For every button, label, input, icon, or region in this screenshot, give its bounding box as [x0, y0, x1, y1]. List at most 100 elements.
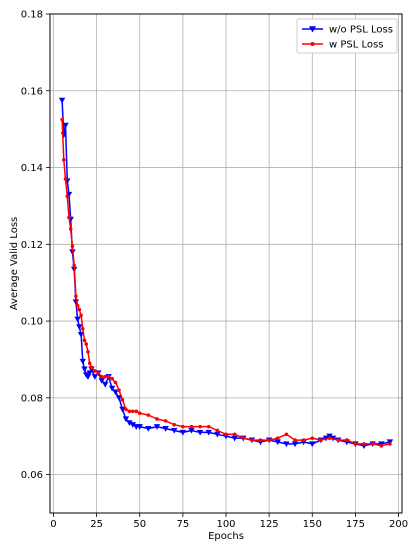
- legend-item: w PSL Loss: [302, 40, 383, 51]
- data-point: [119, 406, 126, 413]
- data-point: [72, 263, 76, 268]
- data-point: [98, 378, 105, 384]
- data-point: [108, 385, 116, 392]
- x-axis-label: Epochs: [208, 531, 244, 542]
- data-point: [241, 436, 246, 440]
- data-point: [62, 122, 69, 129]
- x-tick-label: 25: [90, 519, 103, 530]
- data-point: [99, 374, 104, 379]
- data-point: [267, 438, 271, 442]
- data-point: [89, 365, 94, 369]
- x-tick-label: 50: [133, 519, 146, 530]
- y-axis-label: Average Valid Loss: [9, 217, 20, 310]
- x-tick-label: 0: [50, 519, 56, 530]
- data-point: [362, 442, 366, 446]
- data-point: [122, 416, 130, 423]
- legend-label: w/o PSL Loss: [329, 25, 393, 36]
- data-point: [370, 442, 375, 446]
- x-tick-label: 175: [346, 519, 365, 530]
- data-point: [96, 371, 101, 375]
- data-point: [74, 294, 78, 298]
- data-point: [181, 424, 185, 429]
- data-point: [145, 425, 152, 432]
- legend-item: w/o PSL Loss: [302, 25, 393, 36]
- data-point: [117, 388, 121, 392]
- y-tick-label: 0.14: [21, 163, 43, 174]
- data-point: [93, 369, 97, 373]
- data-point: [250, 438, 254, 442]
- data-point: [188, 427, 195, 434]
- data-point: [146, 413, 151, 417]
- data-point: [275, 436, 280, 440]
- data-point: [136, 424, 143, 430]
- data-point: [336, 438, 340, 442]
- data-point: [76, 324, 83, 331]
- data-point: [137, 411, 142, 416]
- data-point: [291, 441, 299, 448]
- data-point: [163, 419, 168, 423]
- data-point: [84, 342, 89, 346]
- data-point: [283, 441, 290, 448]
- data-point: [91, 374, 99, 380]
- x-tick-label: 125: [260, 519, 279, 530]
- data-point: [319, 438, 323, 442]
- data-point: [214, 431, 221, 438]
- data-point: [155, 417, 159, 421]
- data-point: [120, 397, 125, 402]
- y-tick-label: 0.18: [21, 10, 43, 21]
- data-point: [353, 442, 358, 446]
- data-point: [189, 424, 194, 429]
- data-point: [103, 374, 108, 379]
- data-point: [124, 407, 128, 412]
- data-point: [102, 381, 109, 388]
- axis-ticks: 0 25 50 75 100 125 150 175 200 0.06 0.08 0.10 0.12 0.…: [21, 10, 408, 531]
- data-point: [79, 313, 83, 318]
- data-point: [68, 227, 73, 231]
- data-point: [196, 429, 204, 436]
- data-point: [67, 215, 71, 220]
- x-tick-label: 75: [176, 519, 189, 530]
- legend: w/o PSL Loss w PSL Loss: [296, 18, 398, 54]
- y-tick-label: 0.08: [21, 393, 43, 404]
- data-point: [327, 436, 332, 440]
- data-point: [171, 427, 178, 434]
- data-point: [153, 424, 161, 430]
- data-point: [65, 194, 70, 199]
- data-point: [129, 422, 137, 428]
- data-point: [126, 420, 133, 426]
- data-point: [172, 422, 177, 427]
- data-point: [162, 425, 169, 432]
- data-point: [293, 438, 297, 442]
- y-tick-label: 0.10: [21, 317, 43, 328]
- data-point: [309, 441, 316, 448]
- data-point: [179, 429, 187, 436]
- data-point: [77, 307, 82, 312]
- grid: [50, 13, 402, 513]
- data-point: [274, 439, 281, 446]
- data-point: [127, 409, 132, 414]
- y-tick-label: 0.12: [21, 240, 43, 251]
- x-tick-label: 100: [216, 519, 235, 530]
- data-point: [310, 436, 315, 440]
- series-layer: [58, 97, 394, 450]
- data-point: [82, 338, 87, 343]
- data-point: [106, 374, 111, 379]
- data-point: [388, 442, 392, 446]
- data-point: [81, 366, 88, 373]
- data-point: [215, 428, 220, 433]
- data-point: [58, 97, 66, 104]
- data-point: [134, 409, 139, 414]
- data-point: [301, 438, 306, 442]
- data-point: [86, 349, 90, 354]
- data-point: [205, 429, 212, 436]
- data-point: [206, 424, 211, 429]
- data-point: [232, 432, 237, 437]
- x-tick-label: 150: [303, 519, 322, 530]
- data-point: [344, 438, 349, 442]
- data-point: [131, 409, 135, 414]
- data-point: [79, 358, 86, 365]
- data-point: [87, 361, 92, 366]
- data-point: [284, 432, 289, 437]
